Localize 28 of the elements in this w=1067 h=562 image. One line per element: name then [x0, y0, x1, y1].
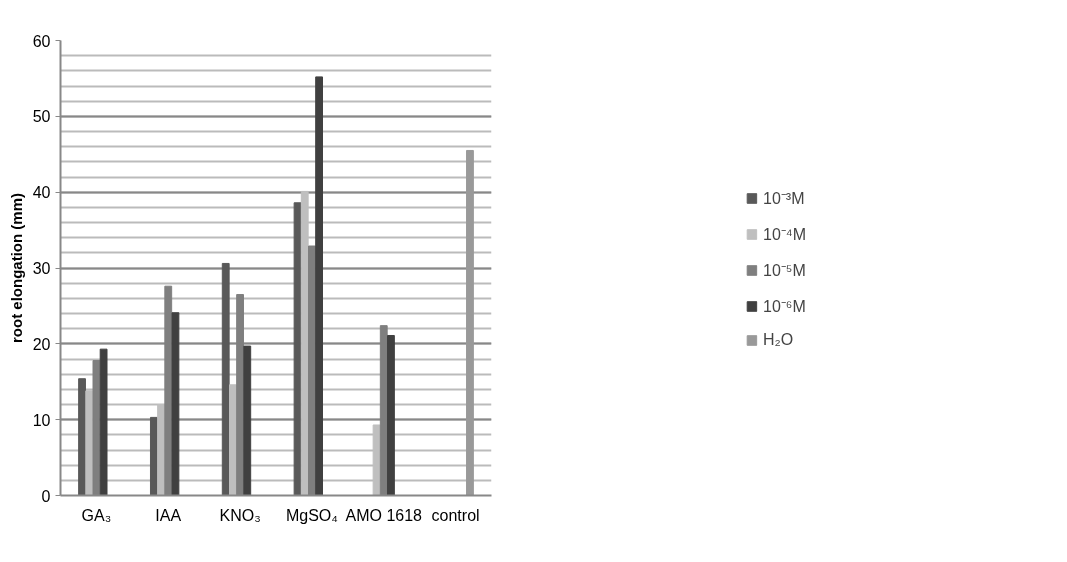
bar [293, 202, 302, 496]
bar [171, 312, 180, 496]
legend-label: 10⁻⁴M [763, 224, 806, 245]
y-tick-label: 10 [32, 411, 51, 429]
y-tick-label: 30 [32, 260, 51, 277]
bar [78, 378, 86, 496]
bar [315, 76, 324, 496]
x-tick-label: control [431, 506, 480, 524]
bar [387, 334, 395, 496]
x-tick-label: IAA [155, 506, 182, 524]
legend-label: H₂O [763, 330, 794, 349]
x-tick-label: AMO 1618 [345, 506, 423, 524]
bar [221, 262, 230, 496]
y-axis-title: root elongation (mm) [7, 192, 25, 343]
legend-label: 10⁻⁶M [763, 296, 806, 317]
x-tick-label: MgSO₄ [285, 506, 338, 524]
y-tick-label: 0 [41, 487, 51, 505]
y-tick-label: 20 [32, 335, 51, 353]
y-tick-label: 60 [32, 32, 51, 50]
x-tick-label: GA₃ [81, 506, 112, 524]
y-tick-label: 50 [32, 108, 51, 126]
y-tick-label: 40 [32, 184, 51, 202]
bar [243, 345, 252, 496]
bar [466, 149, 474, 496]
legend-label: 10⁻⁵M [763, 260, 806, 281]
bar [99, 348, 108, 496]
x-tick-label: KNO₃ [219, 506, 261, 524]
legend-label: 10⁻³M [763, 188, 805, 209]
